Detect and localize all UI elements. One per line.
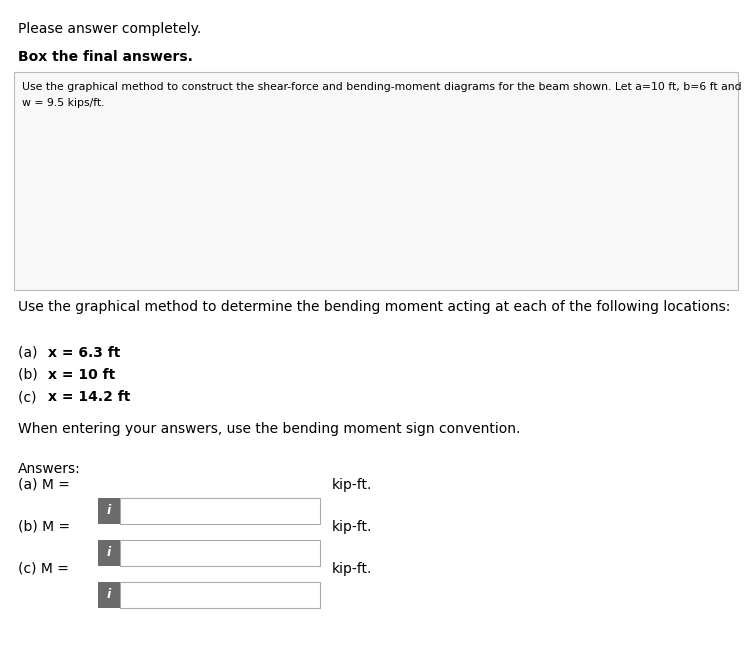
Text: kip-ft.: kip-ft. — [332, 478, 372, 492]
Text: Use the graphical method to construct the shear-force and bending-moment diagram: Use the graphical method to construct th… — [22, 82, 741, 92]
Text: i: i — [107, 505, 111, 517]
Text: kip-ft.: kip-ft. — [332, 562, 372, 576]
Text: Please answer completely.: Please answer completely. — [18, 22, 202, 36]
Text: w = 9.5 kips/ft.: w = 9.5 kips/ft. — [22, 98, 105, 108]
Text: b: b — [321, 273, 329, 283]
Text: When entering your answers, use the bending moment sign convention.: When entering your answers, use the bend… — [18, 422, 520, 436]
Text: y: y — [62, 142, 68, 152]
Text: i: i — [107, 588, 111, 601]
Text: (c) M =: (c) M = — [18, 562, 73, 576]
Text: A: A — [39, 234, 47, 246]
Text: (c): (c) — [18, 390, 41, 404]
Text: x = 10 ft: x = 10 ft — [48, 368, 115, 382]
Text: B: B — [261, 252, 269, 265]
Text: (a) M =: (a) M = — [18, 478, 74, 492]
Text: x = 6.3 ft: x = 6.3 ft — [48, 346, 120, 360]
Text: w: w — [142, 156, 152, 166]
Text: x: x — [414, 211, 420, 221]
Text: i: i — [107, 546, 111, 560]
Text: C: C — [400, 229, 408, 242]
Text: Use the graphical method to determine the bending moment acting at each of the f: Use the graphical method to determine th… — [18, 300, 730, 314]
Polygon shape — [53, 230, 85, 252]
Text: x = 14.2 ft: x = 14.2 ft — [48, 390, 130, 404]
Circle shape — [377, 231, 391, 245]
Circle shape — [65, 226, 73, 234]
Text: Answers:: Answers: — [18, 462, 80, 476]
Bar — [69, 205, 384, 230]
Text: (b) M =: (b) M = — [18, 520, 74, 534]
Text: (b): (b) — [18, 368, 42, 382]
Text: (a): (a) — [18, 346, 42, 360]
Text: kip-ft.: kip-ft. — [332, 520, 372, 534]
Text: a: a — [164, 273, 171, 283]
Text: Box the final answers.: Box the final answers. — [18, 50, 193, 64]
